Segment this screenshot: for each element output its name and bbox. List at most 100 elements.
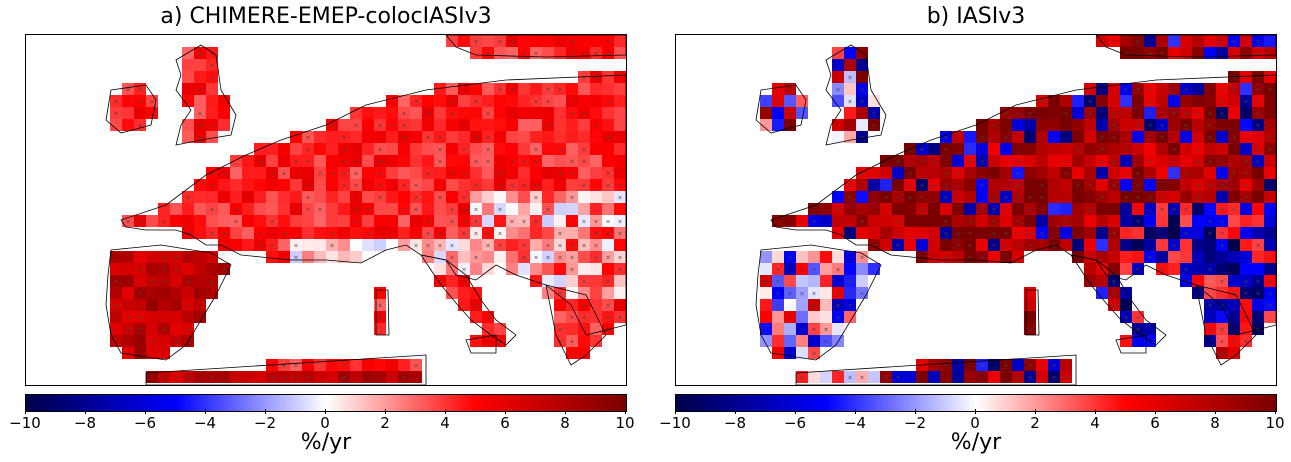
grid-cell (206, 191, 218, 203)
grid-cell (1180, 167, 1192, 179)
significance-marker: × (955, 171, 960, 178)
grid-cell (506, 263, 518, 275)
grid-cell (446, 215, 458, 227)
grid-cell (134, 251, 146, 263)
grid-cell (530, 143, 542, 155)
grid-cell (122, 215, 134, 227)
significance-marker: × (1219, 87, 1224, 94)
grid-cell (1192, 191, 1204, 203)
grid-cell (808, 215, 820, 227)
grid-cell (494, 191, 506, 203)
grid-cell (760, 119, 772, 131)
grid-cell (446, 155, 458, 167)
grid-cell (434, 143, 446, 155)
significance-marker: × (799, 219, 804, 226)
grid-cell (832, 215, 844, 227)
grid-cell (1252, 239, 1264, 251)
grid-cell (350, 107, 362, 119)
grid-cell (494, 215, 506, 227)
grid-cell (122, 275, 134, 287)
significance-marker: × (871, 123, 876, 130)
grid-cell (482, 263, 494, 275)
grid-cell (1084, 239, 1096, 251)
significance-marker: × (605, 315, 610, 322)
grid-cell (338, 143, 350, 155)
grid-cell (844, 299, 856, 311)
grid-cell (590, 35, 602, 47)
significance-marker: × (533, 183, 538, 190)
grid-cell (1024, 143, 1036, 155)
grid-cell (1156, 95, 1168, 107)
significance-marker: × (991, 243, 996, 250)
grid-cell (868, 167, 880, 179)
grid-cell (1240, 131, 1252, 143)
grid-cell (772, 119, 784, 131)
grid-cell (808, 347, 820, 359)
significance-marker: × (1039, 99, 1044, 106)
grid-cell (518, 191, 530, 203)
grid-cell (1120, 191, 1132, 203)
grid-cell (194, 59, 206, 71)
significance-marker: × (485, 111, 490, 118)
grid-cell (302, 155, 314, 167)
grid-cell (1000, 131, 1012, 143)
significance-marker: × (883, 375, 888, 382)
grid-cell (398, 227, 410, 239)
grid-cell (772, 287, 784, 299)
grid-cell (1036, 371, 1048, 383)
grid-cell (1084, 131, 1096, 143)
grid-cell (554, 215, 566, 227)
grid-cell (1084, 155, 1096, 167)
grid-cell (326, 227, 338, 239)
grid-cell (844, 71, 856, 83)
significance-marker: × (1111, 135, 1116, 142)
grid-cell (266, 191, 278, 203)
grid-cell (566, 155, 578, 167)
grid-cell (218, 179, 230, 191)
grid-cell (1096, 107, 1108, 119)
significance-marker: × (1207, 267, 1212, 274)
significance-marker: × (545, 87, 550, 94)
grid-cell (422, 131, 434, 143)
coastline (825, 44, 887, 146)
grid-cell (590, 311, 602, 323)
grid-cell (976, 167, 988, 179)
grid-cell (206, 83, 218, 95)
grid-cell (542, 167, 554, 179)
coastline (1195, 284, 1257, 366)
grid-cell (350, 143, 362, 155)
grid-cell (458, 263, 470, 275)
grid-cell (844, 59, 856, 71)
colorbar-tick-label: −4 (193, 414, 217, 432)
grid-cell (494, 239, 506, 251)
grid-cell (1156, 119, 1168, 131)
significance-marker: × (137, 267, 142, 274)
grid-cell (566, 251, 578, 263)
grid-cell (892, 167, 904, 179)
significance-marker: × (497, 171, 502, 178)
significance-marker: × (1219, 327, 1224, 334)
significance-marker: × (1207, 303, 1212, 310)
significance-marker: × (125, 327, 130, 334)
colorbar-b-unit: %/yr (950, 430, 1002, 455)
significance-marker: × (943, 135, 948, 142)
grid-cell (506, 107, 518, 119)
grid-cell (542, 203, 554, 215)
grid-cell (988, 227, 1000, 239)
grid-cell (494, 95, 506, 107)
significance-marker: × (485, 315, 490, 322)
grid-cell (206, 371, 218, 383)
grid-cell (530, 203, 542, 215)
grid-cell (1108, 191, 1120, 203)
grid-cell (602, 251, 614, 263)
grid-cell (784, 275, 796, 287)
grid-cell (482, 215, 494, 227)
grid-cell (422, 95, 434, 107)
grid-cell (482, 323, 494, 335)
grid-cell (1084, 143, 1096, 155)
grid-cell (602, 287, 614, 299)
grid-cell (1132, 107, 1144, 119)
significance-marker: × (811, 327, 816, 334)
grid-cell (350, 215, 362, 227)
grid-cell (1108, 251, 1120, 263)
